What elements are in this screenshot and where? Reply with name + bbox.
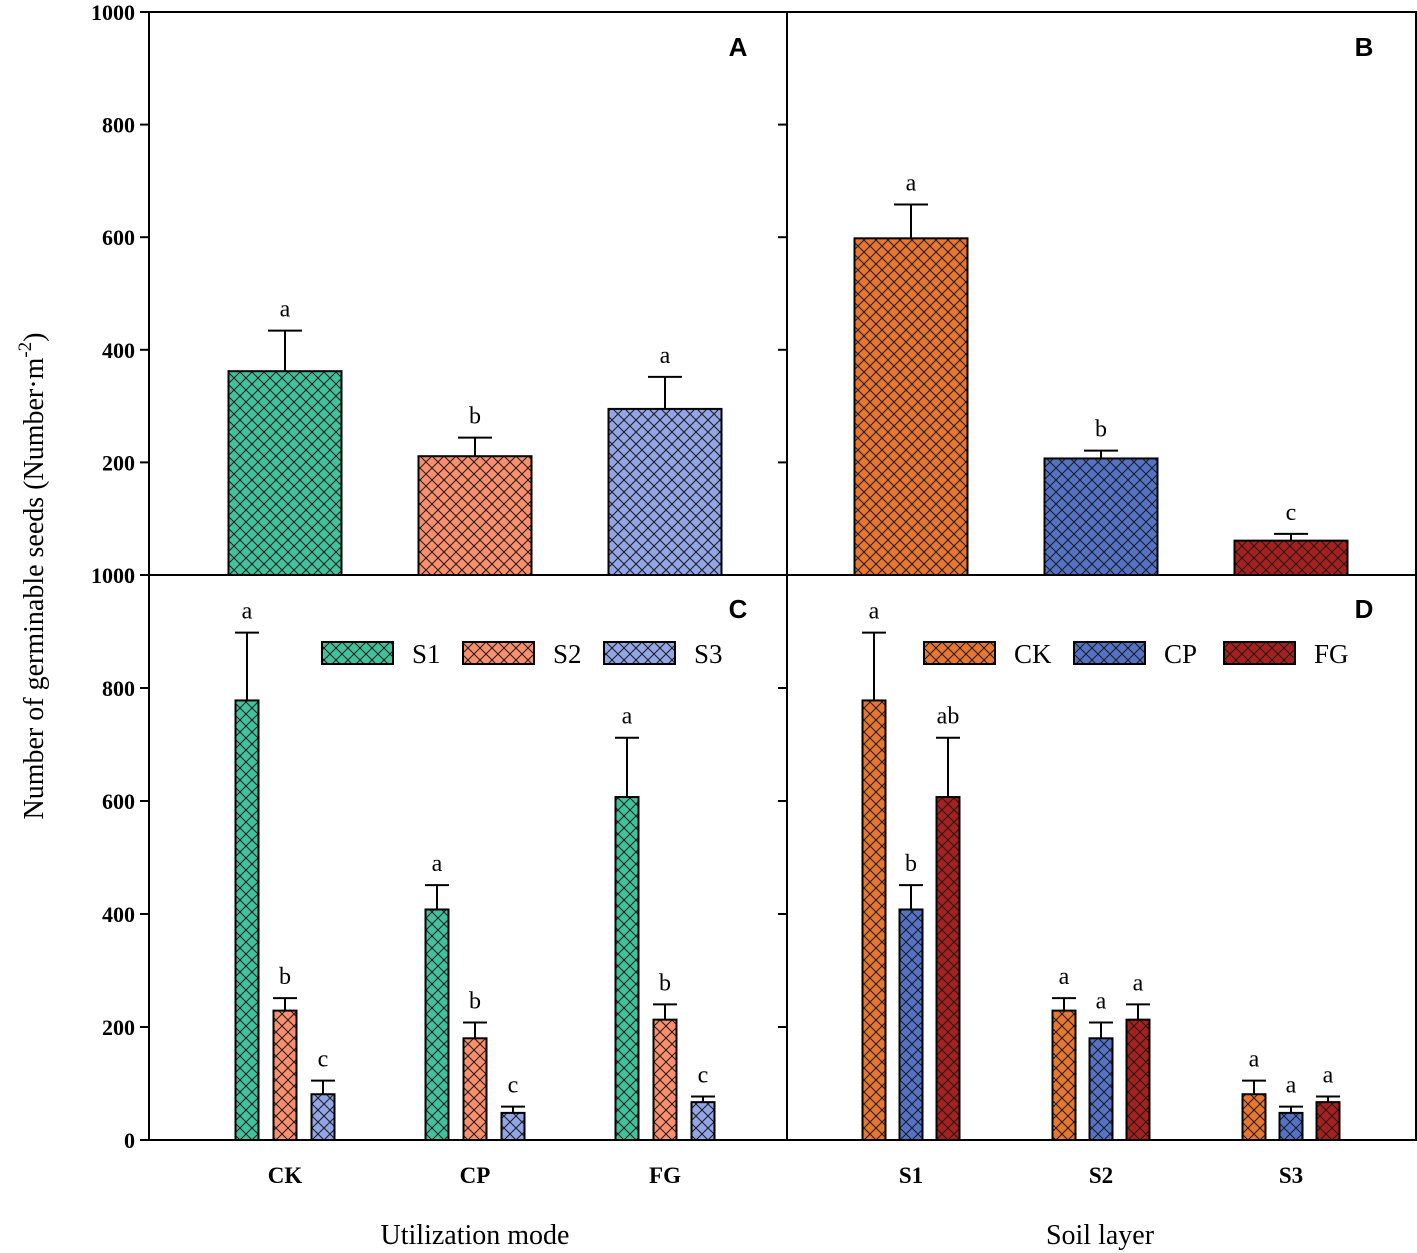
sig-label-c-2-0: a (622, 704, 633, 730)
sig-label-b-1-0: b (1095, 417, 1107, 443)
bar-a-cp-mean (417, 455, 533, 576)
sig-label-c-2-2: c (698, 1062, 709, 1088)
x-tick-label-d-s1: S1 (899, 1163, 923, 1188)
bar-d-s1-fg (935, 796, 961, 1141)
y-tick-label-a-1000: 1000 (91, 0, 135, 25)
panel-letter-d: D (1355, 594, 1374, 624)
sig-label-d-2-1: a (1286, 1073, 1297, 1099)
bar-d-s2-ck (1051, 1009, 1077, 1141)
legend-swatch-d-cp (1073, 641, 1146, 665)
sig-label-a-0-0: a (280, 297, 291, 323)
y-tick-label-a-200: 200 (102, 450, 135, 475)
bar-b-s2-mean (1043, 457, 1159, 577)
bar-d-s3-fg (1315, 1101, 1341, 1142)
sig-label-d-1-0: a (1059, 964, 1070, 990)
x-tick-label-d-s3: S3 (1279, 1163, 1303, 1188)
y-axis-title: Number of germinable seeds (Number·m-2) (15, 332, 50, 819)
sig-label-c-0-0: a (242, 599, 253, 625)
y-tick-label-c-200: 200 (102, 1015, 135, 1040)
legend-swatch-c-s2 (462, 641, 535, 665)
bar-d-s2-fg (1125, 1018, 1151, 1142)
bar-b-s3-mean (1233, 539, 1349, 576)
y-axis-title-exponent: -2 (15, 342, 36, 358)
legend-swatch-d-ck (923, 641, 996, 665)
sig-label-d-1-1: a (1096, 988, 1107, 1014)
bar-c-cp-s2 (462, 1037, 488, 1142)
sig-label-c-2-1: b (659, 970, 671, 996)
sig-label-b-0-0: a (906, 171, 917, 197)
x-axis-title-d: Soil layer (1046, 1220, 1155, 1251)
sig-label-d-0-1: b (905, 851, 917, 877)
sig-label-d-2-0: a (1249, 1047, 1260, 1073)
bar-d-s1-ck (861, 699, 887, 1141)
bar-d-s1-cp (898, 908, 924, 1141)
sig-label-d-1-2: a (1133, 970, 1144, 996)
sig-label-a-2-0: a (660, 343, 671, 369)
legend-label-d-ck: CK (1014, 639, 1052, 669)
sig-label-d-0-0: a (869, 599, 880, 625)
bar-b-s1-mean (853, 237, 969, 577)
x-tick-label-c-fg: FG (649, 1163, 681, 1188)
y-tick-label-c-600: 600 (102, 789, 135, 814)
panel-letter-a: A (729, 32, 748, 62)
bar-c-fg-s2 (652, 1018, 678, 1142)
bar-c-cp-s1 (424, 908, 450, 1141)
y-tick-label-a-0: 0 (124, 563, 135, 588)
sig-label-c-1-0: a (432, 851, 443, 877)
bar-a-ck-mean (227, 370, 343, 576)
y-tick-label-c-0: 0 (124, 1128, 135, 1153)
bar-c-fg-s1 (614, 796, 640, 1141)
y-tick-label-c-1000: 1000 (91, 563, 135, 588)
legend-label-c-s2: S2 (553, 639, 582, 669)
legend-label-d-cp: CP (1164, 639, 1197, 669)
sig-label-d-0-2: ab (937, 704, 960, 730)
panel-letter-b: B (1355, 32, 1374, 62)
bar-c-fg-s3 (690, 1101, 716, 1142)
legend-label-d-fg: FG (1314, 639, 1349, 669)
legend-swatch-d-fg (1223, 641, 1296, 665)
legend-swatch-c-s1 (321, 641, 394, 665)
y-tick-label-a-400: 400 (102, 338, 135, 363)
x-tick-label-c-cp: CP (460, 1163, 491, 1188)
y-tick-label-c-800: 800 (102, 676, 135, 701)
y-tick-label-c-400: 400 (102, 902, 135, 927)
y-axis-title-close: ) (19, 332, 50, 341)
bar-c-ck-s3 (310, 1093, 336, 1141)
sig-label-c-1-2: c (508, 1073, 519, 1099)
y-axis-title-main: Number of germinable seeds (Number·m (19, 357, 50, 819)
panel-letter-c: C (729, 594, 748, 624)
bar-d-s2-cp (1088, 1037, 1114, 1142)
bar-d-s3-ck (1241, 1093, 1267, 1141)
bar-c-ck-s2 (272, 1009, 298, 1141)
bar-d-s3-cp (1278, 1111, 1304, 1142)
x-tick-label-d-s2: S2 (1089, 1163, 1113, 1188)
legend-swatch-c-s3 (603, 641, 676, 665)
bar-c-cp-s3 (500, 1111, 526, 1142)
sig-label-a-1-0: b (469, 404, 481, 430)
x-tick-label-c-ck: CK (268, 1163, 303, 1188)
x-axis-title-c: Utilization mode (381, 1220, 570, 1251)
bar-a-fg-mean (607, 407, 723, 577)
sig-label-d-2-2: a (1323, 1062, 1334, 1088)
sig-label-b-2-0: c (1286, 500, 1297, 526)
legend-label-c-s1: S1 (412, 639, 441, 669)
bar-c-ck-s1 (234, 699, 260, 1141)
sig-label-c-1-1: b (469, 988, 481, 1014)
y-tick-label-a-800: 800 (102, 113, 135, 138)
legend-label-c-s3: S3 (694, 639, 723, 669)
y-tick-label-a-600: 600 (102, 225, 135, 250)
sig-label-c-0-2: c (318, 1047, 329, 1073)
sig-label-c-0-1: b (279, 964, 291, 990)
